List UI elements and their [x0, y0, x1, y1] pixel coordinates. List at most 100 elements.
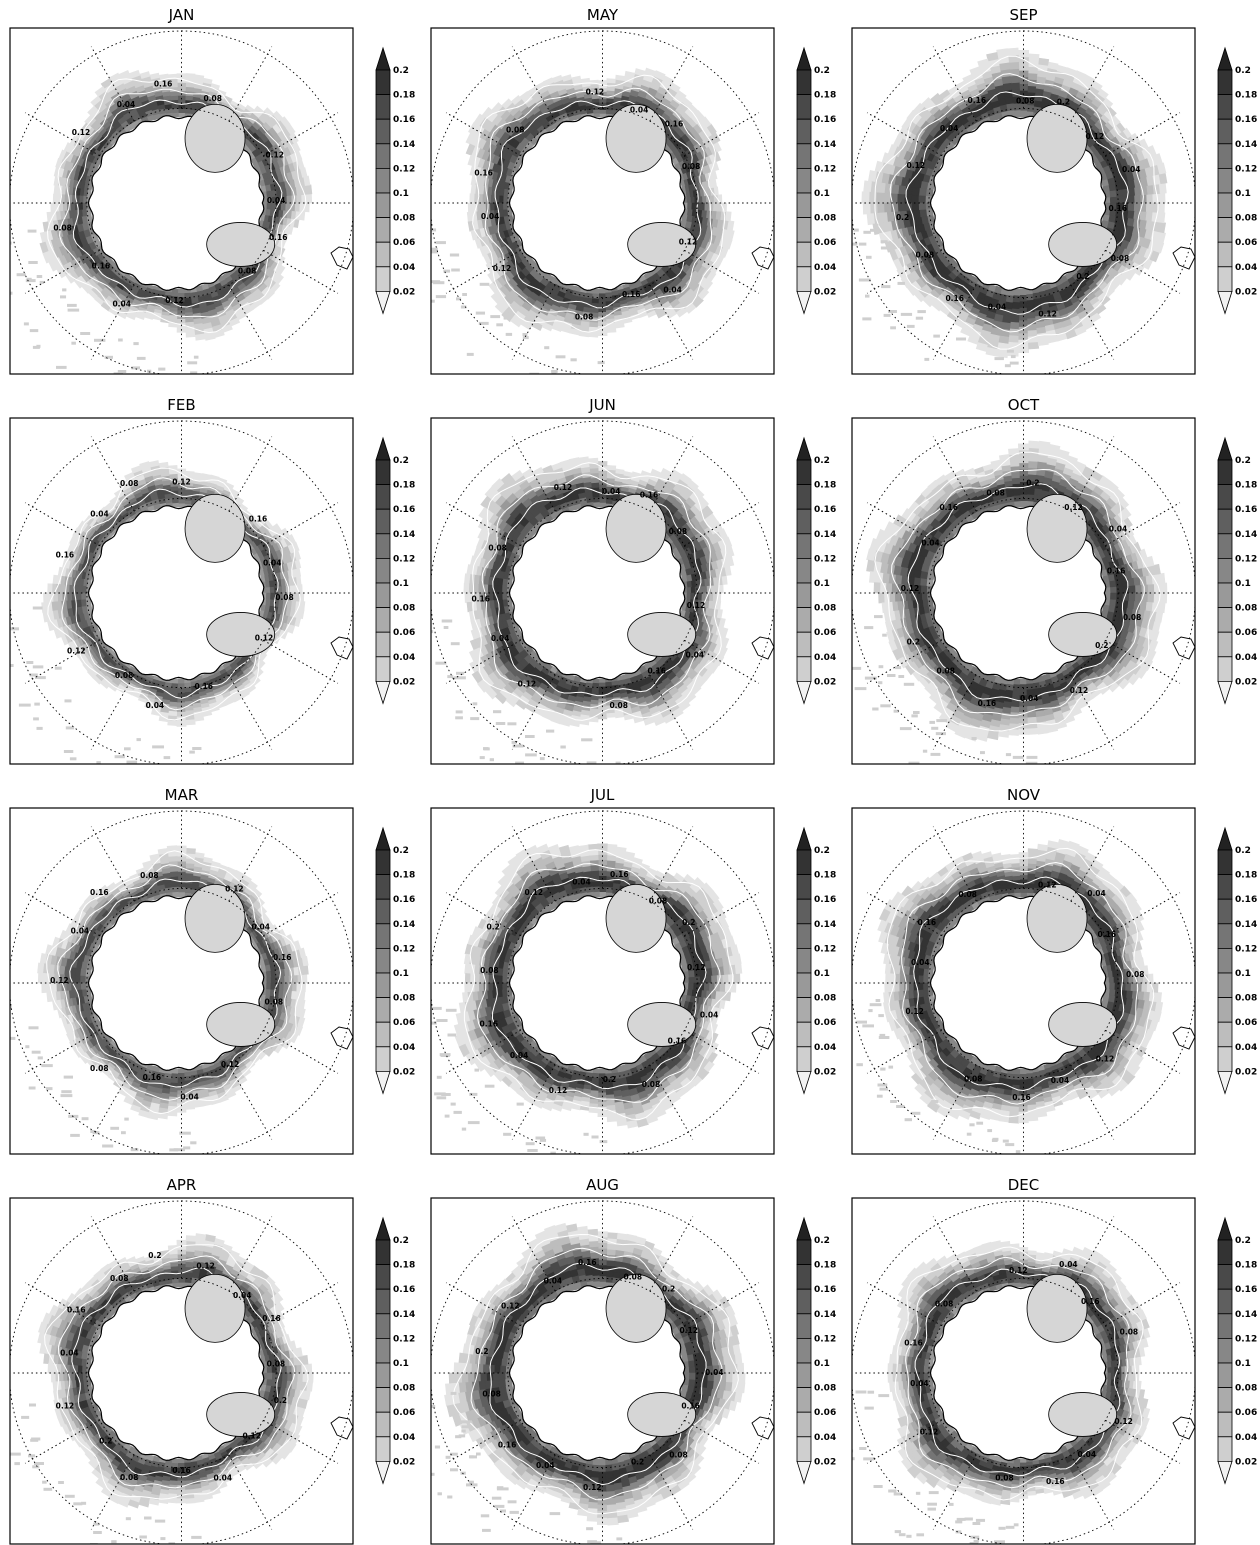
contour-label: 0.12 [679, 238, 698, 247]
ice-cell [37, 972, 45, 984]
ice-patch [34, 676, 40, 679]
ice-patch [152, 745, 165, 749]
ice-patch [16, 273, 26, 277]
panel-title: APR [167, 1176, 197, 1194]
ice-cell [149, 853, 160, 861]
ice-patch [168, 1542, 176, 1544]
colorbar-tick-label: 0.16 [814, 115, 836, 125]
ice-patch [130, 1159, 139, 1162]
ice-cell [184, 103, 193, 110]
ice-cell [178, 1282, 185, 1288]
colorbar-segment [375, 1264, 391, 1290]
ice-cell [148, 1498, 160, 1506]
ice-cell [93, 1269, 104, 1280]
ice-cell [194, 852, 205, 859]
map-panel: JAN0.040.040.040.080.080.080.120.120.120… [9, 6, 415, 410]
meridian-line [228, 674, 273, 750]
colorbar-segment [375, 1362, 391, 1389]
colorbar-tick-label: 0.02 [393, 677, 415, 687]
ice-patch [23, 322, 29, 326]
map-area: 0.040.040.040.080.080.080.120.120.120.16… [10, 808, 353, 1185]
colorbar-segment [375, 558, 391, 584]
ice-cell [51, 583, 57, 594]
ice-cell [184, 1276, 192, 1283]
ice-cell [467, 154, 476, 167]
ice-cell [58, 1372, 64, 1382]
ice-cell [157, 1112, 169, 1120]
ice-cell [184, 1261, 194, 1268]
colorbar-segment [375, 948, 391, 974]
contour-label: 0.12 [172, 478, 191, 487]
ice-patch [0, 1391, 4, 1394]
ice-cell [263, 107, 275, 118]
contour-label: 0.12 [196, 1262, 215, 1271]
ice-patch [29, 1403, 36, 1407]
ice-cell [592, 288, 600, 295]
ice-cell [605, 296, 614, 303]
colorbar-segment [375, 118, 391, 145]
meridian-line [24, 249, 100, 294]
ice-patch [67, 303, 77, 307]
ice-cell [653, 70, 666, 81]
contour-label: 0.16 [474, 169, 493, 178]
colorbar-tick-label: 0.12 [393, 944, 415, 954]
ice-patch [100, 778, 106, 781]
ice-cell [50, 1372, 56, 1383]
meridian-line [24, 892, 100, 937]
contour-label: 0.04 [267, 196, 286, 205]
colorbar-tick-label: 0.14 [814, 140, 836, 150]
ice-cell [704, 202, 710, 211]
meridian-line [263, 639, 339, 684]
ice-cell [56, 266, 67, 279]
ice-cell [171, 1458, 179, 1465]
meridian-line [90, 46, 135, 122]
ice-cell [171, 502, 179, 508]
ice-patch [121, 1131, 126, 1135]
ice-patch [443, 269, 451, 273]
ice-patch [130, 1148, 139, 1152]
ice-cell [81, 585, 87, 594]
ice-cell [78, 202, 83, 211]
ice-cell [606, 327, 617, 333]
ice-cell [242, 1069, 252, 1077]
ice-cell [294, 1025, 304, 1036]
ice-patch [462, 293, 467, 296]
ice-patch [38, 676, 46, 680]
ice-patch [139, 1535, 147, 1539]
ice-cell [257, 661, 266, 670]
ice-cell [170, 687, 179, 694]
ice-cell [270, 592, 276, 600]
ice-patch [0, 1443, 2, 1446]
colorbar-tick-label: 0.14 [393, 530, 415, 540]
ice-patch [456, 297, 462, 301]
contour-label: 0.12 [265, 151, 284, 160]
meridian-line [263, 502, 339, 547]
ice-cell [37, 1332, 46, 1344]
ice-cell [69, 535, 77, 545]
ice-patch [195, 407, 207, 410]
ice-cell [297, 1016, 306, 1028]
colorbar-tick-label: 0.08 [393, 214, 415, 224]
ice-cell [79, 975, 86, 984]
ice-patch [10, 664, 14, 667]
ice-patch [190, 1156, 201, 1159]
ice-patch [107, 1162, 116, 1165]
ice-cell [130, 465, 142, 474]
ice-patch [190, 1141, 197, 1145]
meridian-line [511, 284, 556, 360]
ice-patch [608, 387, 616, 390]
ice-patch [142, 1182, 151, 1185]
contour-label: 0.16 [273, 953, 292, 962]
contour-label: 0.16 [92, 261, 111, 270]
ice-cell [281, 527, 290, 538]
colorbar-tick-label: 0.2 [393, 456, 409, 466]
ice-patch [28, 1026, 39, 1030]
ice-cell [726, 229, 735, 241]
colorbar-extend-max [796, 46, 812, 71]
ice-cell [171, 1073, 179, 1079]
ice-cell [185, 1250, 195, 1258]
meridian-line [263, 1282, 339, 1327]
ice-patch [43, 1487, 53, 1491]
map-panel: MAR0.040.040.040.080.080.080.120.120.120… [9, 786, 415, 1185]
